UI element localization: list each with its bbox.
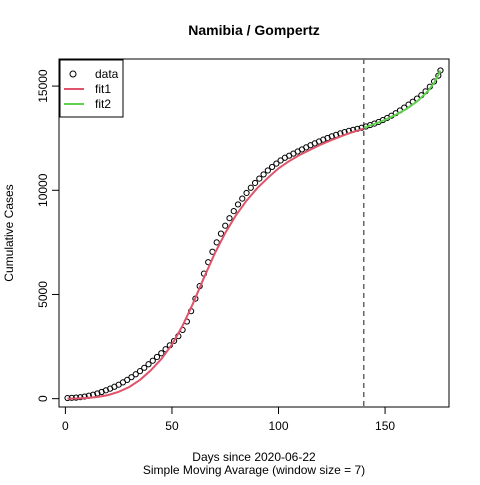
data-point — [81, 393, 88, 400]
y-tick-label: 15000 — [36, 69, 50, 103]
data-point — [124, 376, 131, 384]
y-axis: 0 5000 10000 15000 — [36, 69, 60, 402]
legend-label: data — [95, 67, 119, 81]
data-point — [222, 222, 229, 229]
x-tick-label: 150 — [375, 419, 395, 433]
legend-label: fit2 — [95, 97, 111, 111]
y-tick-label: 5000 — [36, 281, 50, 308]
y-tick-label: 0 — [36, 395, 50, 402]
data-point — [230, 208, 237, 215]
data-point — [158, 350, 165, 357]
y-tick-label: 10000 — [36, 173, 50, 207]
data-point — [239, 195, 246, 202]
data-point — [264, 167, 271, 174]
data-point — [260, 171, 267, 178]
data-point — [234, 201, 242, 208]
x-axis-subtitle: Simple Moving Avarage (window size = 7) — [143, 463, 365, 477]
data-point — [141, 364, 148, 371]
data-point — [136, 368, 144, 375]
data-point — [273, 160, 280, 167]
fit1-line — [67, 127, 365, 400]
data-point — [128, 374, 135, 381]
data-point — [145, 361, 152, 368]
data-point — [243, 189, 250, 197]
data-point — [226, 215, 233, 222]
data-point — [170, 337, 178, 345]
data-point — [437, 67, 444, 74]
data-point — [132, 371, 139, 378]
fit2-line — [363, 70, 442, 129]
x-tick-label: 50 — [165, 419, 179, 433]
data-point — [269, 163, 276, 171]
data-point — [251, 179, 259, 187]
y-axis-label: Cumulative Cases — [2, 184, 16, 281]
data-point — [217, 230, 225, 237]
legend-label: fit1 — [95, 82, 111, 96]
x-axis-label: Days since 2020-06-22 — [192, 450, 316, 464]
x-axis: 0 50 100 150 — [62, 406, 395, 433]
data-point — [153, 353, 161, 361]
chart-title: Namibia / Gompertz — [188, 22, 319, 38]
legend-marker — [69, 70, 77, 78]
data-point — [277, 157, 284, 164]
plot-area — [64, 59, 444, 407]
data-point — [256, 175, 263, 182]
x-tick-label: 0 — [62, 419, 69, 433]
data-point — [149, 357, 156, 364]
data-point — [247, 184, 254, 191]
x-tick-label: 100 — [268, 419, 288, 433]
